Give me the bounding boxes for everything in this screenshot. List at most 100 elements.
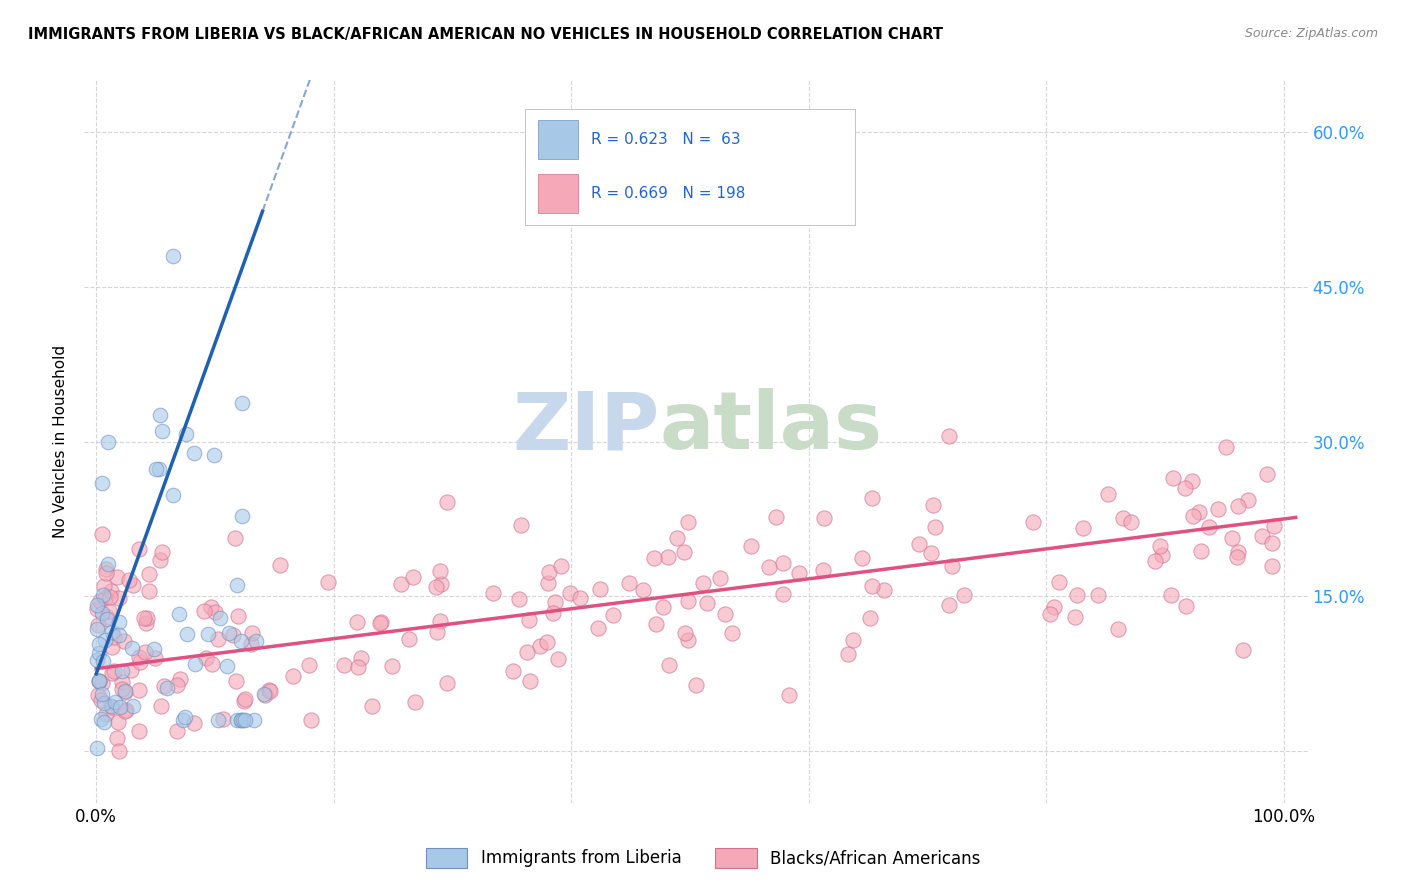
Point: [233, 692, 256, 706]
Point: [558, 586, 581, 600]
Point: [318, 574, 340, 589]
Point: [253, 687, 276, 701]
Point: [200, 600, 222, 615]
Point: [765, 510, 787, 524]
Point: [381, 658, 404, 673]
Point: [425, 580, 447, 594]
Point: [429, 564, 451, 578]
Point: [108, 591, 131, 606]
Point: [1227, 500, 1250, 514]
Point: [430, 576, 453, 591]
Point: [149, 553, 172, 567]
Point: [173, 710, 195, 724]
Point: [537, 565, 560, 579]
Point: [217, 659, 239, 673]
Point: [226, 713, 249, 727]
Point: [143, 641, 166, 656]
Point: [87, 618, 110, 632]
Point: [176, 627, 198, 641]
Point: [242, 713, 264, 727]
Point: [231, 508, 253, 523]
Point: [134, 645, 156, 659]
Point: [1107, 622, 1129, 636]
Point: [135, 615, 157, 630]
Point: [104, 695, 127, 709]
Point: [482, 586, 505, 600]
Point: [361, 699, 384, 714]
Point: [91, 654, 114, 668]
Point: [602, 608, 624, 623]
Point: [643, 550, 665, 565]
Point: [207, 713, 229, 727]
Point: [167, 607, 190, 621]
Point: [633, 582, 655, 597]
Point: [1039, 607, 1062, 621]
Point: [1121, 515, 1143, 529]
Point: [212, 712, 235, 726]
Point: [169, 672, 191, 686]
Point: [350, 650, 373, 665]
Point: [787, 566, 810, 581]
Point: [94, 566, 117, 580]
Point: [922, 498, 945, 512]
Point: [1261, 558, 1284, 573]
Point: [121, 641, 143, 656]
Point: [89, 646, 111, 660]
Point: [138, 583, 160, 598]
Point: [90, 606, 112, 620]
Point: [299, 714, 322, 728]
Point: [589, 582, 612, 596]
Point: [837, 647, 859, 661]
Point: [536, 635, 558, 649]
Point: [709, 571, 731, 585]
Point: [174, 426, 197, 441]
Point: [269, 558, 291, 573]
Point: [202, 448, 225, 462]
Point: [93, 579, 115, 593]
Point: [389, 577, 412, 591]
Point: [1256, 467, 1278, 482]
Point: [519, 674, 541, 689]
Point: [1161, 471, 1184, 485]
Point: [229, 713, 252, 727]
Point: [100, 625, 122, 640]
Point: [233, 713, 256, 727]
Point: [510, 517, 533, 532]
Point: [1215, 440, 1237, 454]
Point: [87, 674, 110, 689]
Point: [1066, 588, 1088, 602]
Point: [502, 664, 524, 678]
Point: [721, 626, 744, 640]
Point: [101, 666, 124, 681]
Point: [370, 615, 392, 629]
Point: [714, 607, 737, 621]
Point: [346, 615, 368, 629]
Point: [90, 527, 112, 541]
Point: [86, 598, 108, 612]
Point: [152, 425, 174, 439]
Point: [426, 625, 449, 640]
Point: [1198, 520, 1220, 534]
Point: [1149, 539, 1171, 553]
Point: [107, 714, 129, 729]
Point: [233, 694, 256, 708]
Point: [145, 650, 167, 665]
Point: [111, 675, 134, 690]
Point: [224, 531, 246, 545]
Point: [90, 692, 112, 706]
Point: [128, 650, 150, 665]
Point: [907, 537, 929, 551]
Point: [772, 587, 794, 601]
Text: Source: ZipAtlas.com: Source: ZipAtlas.com: [1244, 27, 1378, 40]
Point: [204, 605, 226, 619]
Point: [678, 594, 700, 608]
Point: [333, 657, 356, 672]
Point: [1174, 481, 1197, 495]
Point: [404, 695, 426, 709]
Point: [368, 616, 391, 631]
Point: [91, 475, 114, 490]
Point: [114, 704, 136, 718]
Point: [1220, 531, 1243, 545]
Point: [93, 714, 115, 729]
Point: [676, 515, 699, 529]
